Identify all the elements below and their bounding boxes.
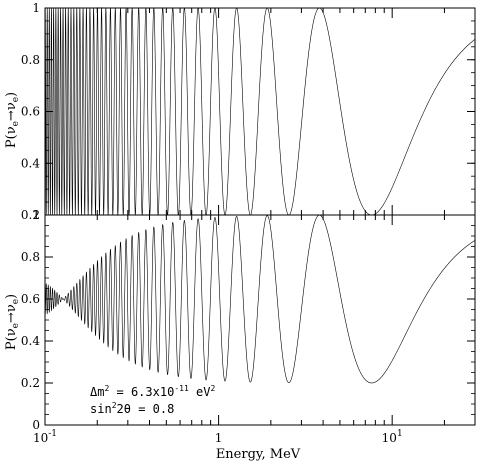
x-tick-label: 1 (215, 431, 223, 445)
bottom-y-tick-labels: 0 0.2 0.4 0.6 0.8 1 (21, 208, 40, 432)
bottom-probability-curve (44, 214, 476, 384)
y-tick-label: 0.2 (21, 208, 40, 222)
bottom-panel: 00.20.40.60.81 10-1 1 101 P(νe→νe) Energy,… (4, 208, 476, 462)
annotation-dm2: Δm2 = 6.3x10-11 eV2 (90, 384, 215, 399)
top-y-axis-title: P(νe→νe) (4, 92, 21, 148)
y-tick-label: 0.8 (21, 250, 40, 264)
annotation-sin2theta: sin22θ = 0.8 (90, 401, 174, 416)
y-tick-label: 1 (32, 1, 40, 15)
x-tick-base: 1 (215, 431, 223, 445)
x-tick-exponent: 1 (397, 429, 403, 439)
y-tick-label: 0 (32, 418, 40, 432)
x-tick-label: 10-1 (33, 429, 57, 445)
y-tick-label: 0.4 (21, 156, 40, 170)
y-tick-label: 0.8 (21, 53, 40, 67)
y-tick-label: 1 (32, 208, 40, 222)
bottom-y-axis-title: P(νe→νe) (4, 294, 21, 350)
y-tick-label: 0.6 (21, 292, 40, 306)
x-tick-base: 10 (33, 431, 48, 445)
top-panel: 0.2 0.4 0.6 0.8 1 P(νe→νe) (4, 1, 476, 222)
x-axis-title: Energy, MeV (216, 447, 301, 462)
top-probability-curve (44, 7, 476, 216)
y-tick-label: 0.2 (21, 376, 40, 390)
x-tick-exponent: -1 (48, 429, 57, 439)
x-tick-label: 101 (382, 429, 403, 445)
bottom-x-tick-labels: 10-1 1 101 (33, 429, 403, 445)
top-y-tick-labels: 0.2 0.4 0.6 0.8 1 (21, 1, 40, 222)
y-tick-label: 0.4 (21, 334, 40, 348)
bottom-plot-frame (44, 214, 476, 426)
y-tick-label: 0.6 (21, 105, 40, 119)
x-tick-base: 10 (382, 431, 397, 445)
